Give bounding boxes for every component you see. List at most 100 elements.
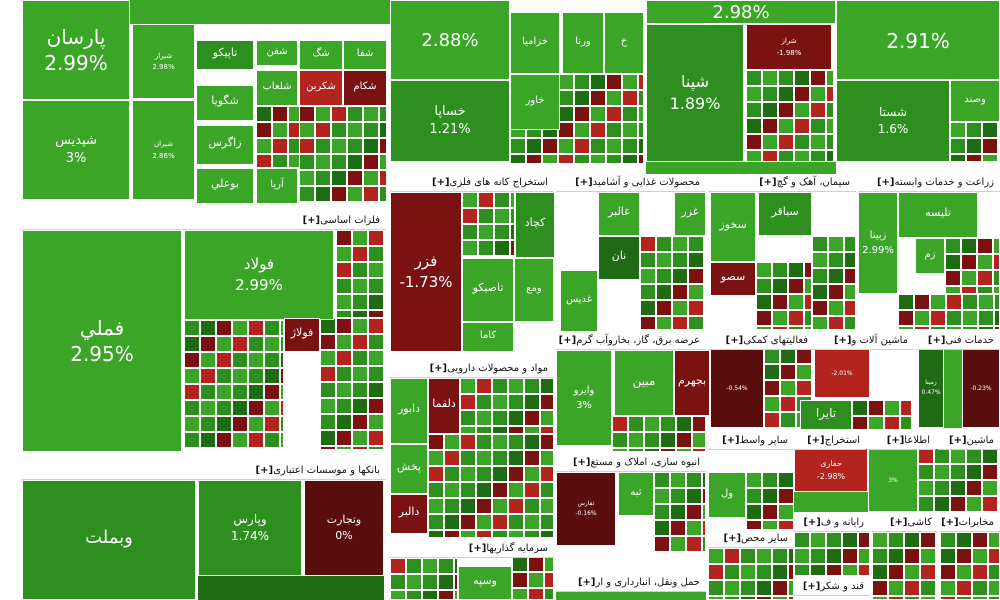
mini-tile[interactable] [918, 448, 934, 464]
mini-tile[interactable] [232, 368, 248, 384]
mini-tile[interactable] [638, 106, 644, 122]
mini-tile[interactable] [810, 134, 826, 150]
mini-tile[interactable] [686, 520, 702, 536]
mini-tile[interactable] [508, 394, 524, 410]
mini-tile[interactable] [622, 74, 638, 90]
mini-tile[interactable] [724, 596, 740, 600]
sector-header[interactable]: قند و شکر[+] [794, 578, 870, 596]
stock-tile[interactable]: غالبر [598, 192, 640, 236]
mini-tile[interactable] [476, 482, 492, 498]
mini-tile[interactable] [994, 326, 1000, 330]
mini-tile[interactable] [331, 138, 347, 154]
mini-tile[interactable] [961, 270, 977, 286]
mini-tile[interactable] [315, 186, 331, 202]
mini-tile[interactable] [778, 134, 794, 150]
expand-toggle[interactable]: [+] [927, 335, 946, 346]
mini-tile[interactable] [982, 122, 998, 138]
mini-tile[interactable] [640, 284, 656, 300]
mini-tile[interactable] [476, 450, 492, 466]
mini-tile[interactable] [368, 230, 384, 246]
stock-tile[interactable]: تاصیکو [462, 258, 514, 322]
mini-tile[interactable] [540, 426, 554, 434]
mini-tile[interactable] [363, 138, 379, 154]
mini-tile[interactable] [320, 334, 336, 350]
mini-tile[interactable] [904, 564, 920, 580]
mini-tile[interactable] [352, 278, 368, 294]
mini-tile[interactable] [640, 252, 656, 268]
mini-tile[interactable] [946, 294, 962, 310]
sector-header[interactable]: اطلاعا[+] [868, 432, 936, 450]
mini-tile[interactable] [478, 224, 494, 240]
mini-tile[interactable] [574, 74, 590, 90]
mini-tile[interactable] [216, 368, 232, 384]
stock-tile[interactable]: شکربن [299, 70, 343, 106]
mini-tile[interactable] [422, 558, 438, 574]
mini-tile[interactable] [772, 294, 788, 310]
mini-tile[interactable] [460, 466, 476, 482]
mini-tile[interactable] [379, 138, 387, 154]
mini-tile[interactable] [444, 530, 460, 538]
mini-tile[interactable] [200, 448, 216, 450]
mini-tile[interactable] [794, 564, 810, 576]
mini-tile[interactable] [628, 448, 644, 452]
mini-tile[interactable] [762, 134, 778, 150]
mini-tile[interactable] [756, 278, 772, 294]
mini-tile[interactable] [708, 580, 724, 596]
mini-tile[interactable] [476, 498, 492, 514]
mini-tile[interactable] [280, 320, 284, 336]
mini-tile[interactable] [993, 286, 1000, 294]
stock-tile[interactable]: دلقما [428, 378, 460, 434]
stock-tile[interactable]: دالبر [390, 494, 428, 534]
expand-toggle[interactable]: [+] [722, 435, 740, 446]
mini-tile[interactable] [406, 590, 422, 600]
mini-tile[interactable] [368, 430, 384, 446]
mini-tile[interactable] [708, 564, 724, 580]
mini-tile[interactable] [764, 380, 780, 396]
mini-tile[interactable] [956, 564, 972, 580]
mini-tile[interactable] [672, 300, 688, 316]
mini-tile[interactable] [280, 368, 284, 384]
mini-tile[interactable] [347, 106, 363, 122]
stock-tile[interactable]: شپنا 1.89% [646, 24, 744, 162]
mini-tile[interactable] [826, 134, 834, 150]
mini-tile[interactable] [972, 532, 988, 548]
mini-tile[interactable] [384, 246, 386, 262]
stock-tile[interactable]: وصند [950, 80, 1000, 122]
mini-tile[interactable] [945, 270, 961, 286]
mini-tile[interactable] [702, 536, 706, 552]
mini-tile[interactable] [978, 294, 994, 310]
mini-tile[interactable] [524, 514, 540, 530]
sector-header[interactable]: سرمایه گذاریها[+] [390, 540, 554, 558]
mini-tile[interactable] [956, 596, 972, 600]
mini-tile[interactable] [299, 202, 315, 204]
mini-tile[interactable] [320, 414, 336, 430]
mini-tile[interactable] [264, 416, 280, 432]
mini-tile[interactable] [844, 316, 856, 330]
mini-tile[interactable] [950, 480, 966, 496]
mini-tile[interactable] [688, 268, 704, 284]
mini-tile[interactable] [904, 580, 920, 596]
mini-tile[interactable] [778, 86, 794, 102]
mini-tile[interactable] [780, 396, 796, 412]
mini-tile[interactable] [248, 368, 264, 384]
stock-tile[interactable]: زم [915, 238, 945, 274]
mini-tile[interactable] [950, 154, 966, 162]
mini-tile[interactable] [888, 532, 904, 548]
expand-toggle[interactable]: [+] [949, 435, 967, 446]
mini-tile[interactable] [280, 448, 284, 450]
expand-toggle[interactable]: [+] [468, 543, 487, 554]
mini-tile[interactable] [512, 572, 528, 588]
mini-tile[interactable] [956, 580, 972, 596]
mini-tile[interactable] [842, 548, 858, 564]
mini-tile[interactable] [756, 548, 772, 564]
mini-tile[interactable] [299, 106, 315, 122]
mini-tile[interactable] [379, 106, 387, 122]
mini-tile[interactable] [264, 384, 280, 400]
mini-tile[interactable] [320, 430, 336, 446]
mini-tile[interactable] [248, 320, 264, 336]
mini-tile[interactable] [320, 446, 336, 450]
stock-tile[interactable]: خاور [510, 74, 560, 130]
stock-tile[interactable]: ومع [514, 258, 554, 322]
mini-tile[interactable] [540, 434, 554, 450]
mini-tile[interactable] [510, 192, 515, 208]
